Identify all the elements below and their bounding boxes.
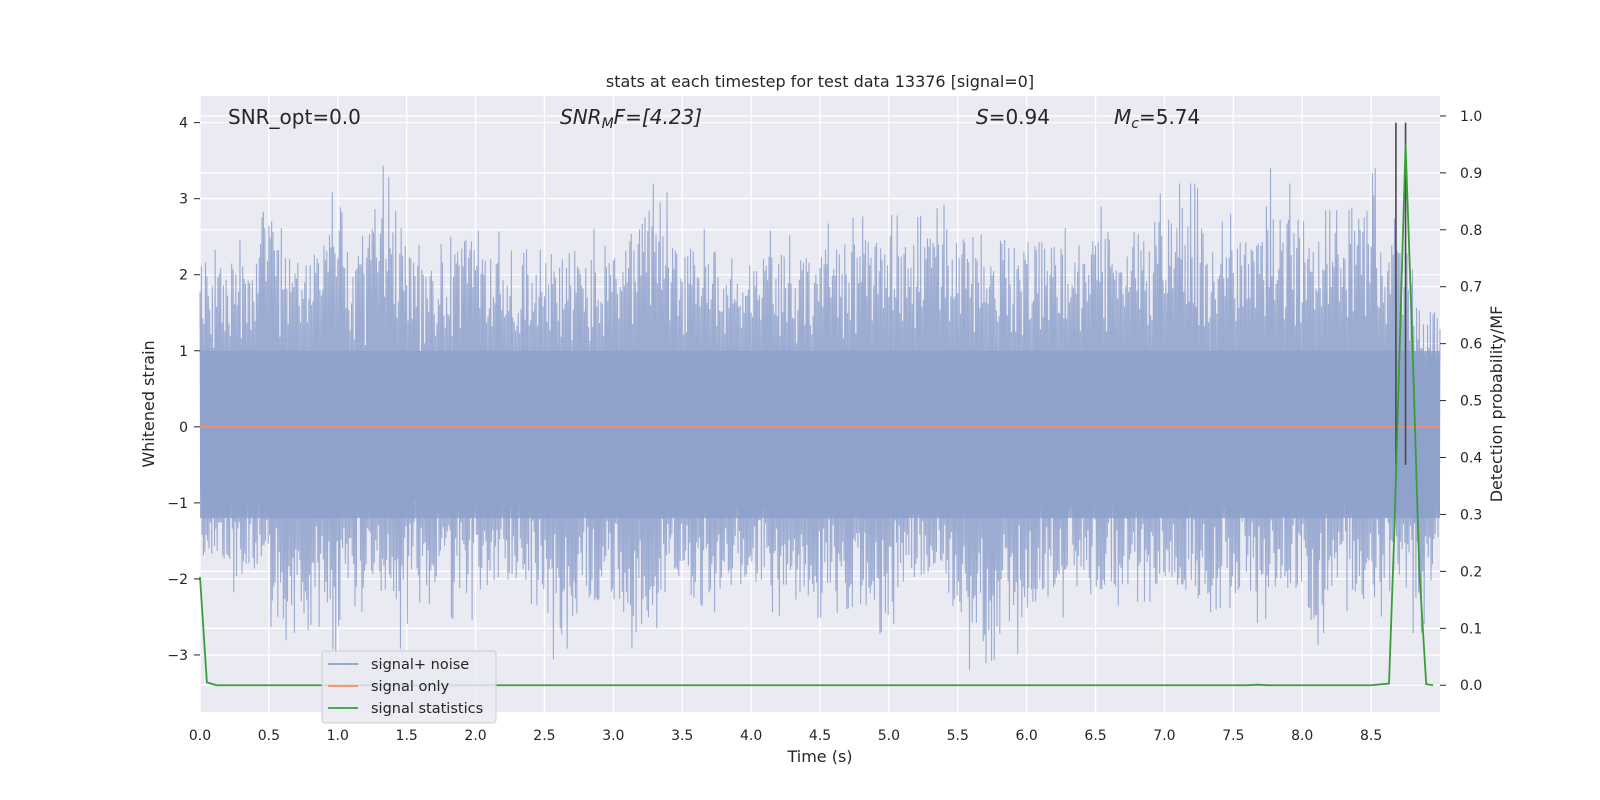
x-tick-label: 3.5 (671, 728, 693, 744)
x-tick-label: 7.0 (1153, 728, 1175, 744)
x-tick-label: 5.0 (878, 728, 900, 744)
x-tick-label: 7.5 (1222, 728, 1244, 744)
left-y-tick-label: −1 (167, 496, 188, 512)
series-signal-noise (199, 165, 1441, 670)
x-tick-label: 0.5 (258, 728, 280, 744)
x-tick-label: 3.0 (602, 728, 624, 744)
x-tick-label: 6.0 (1016, 728, 1038, 744)
x-tick-label: 2.5 (533, 728, 555, 744)
right-y-tick-label: 0.3 (1460, 507, 1482, 523)
left-y-tick-label: 2 (179, 268, 188, 284)
x-tick-label: 1.5 (396, 728, 418, 744)
left-y-axis-label: Whitened strain (139, 340, 158, 467)
x-axis-label: Time (s) (786, 747, 852, 766)
annotation-snr-mf: SNRMF=[4.23] (560, 105, 702, 132)
annotation-mc: Mc=5.74 (1114, 105, 1200, 132)
annotation-s: S=0.94 (976, 105, 1050, 129)
series-signal-noise-line (199, 165, 1441, 670)
right-y-tick-label: 0.6 (1460, 337, 1482, 353)
right-y-tick-label: 0.4 (1460, 451, 1482, 467)
series-signal-statistics (199, 144, 1434, 687)
x-tick-label: 4.0 (740, 728, 762, 744)
x-tick-label: 4.5 (809, 728, 831, 744)
left-y-tick-label: 4 (179, 116, 188, 132)
right-y-axis-label: Detection probability/MF (1487, 306, 1506, 503)
chart-title: stats at each timestep for test data 133… (606, 72, 1034, 91)
left-y-tick-labels: −3 −2 −1 0 1 2 3 4 (167, 116, 200, 664)
x-tick-labels: 0.0 0.5 1.0 1.5 2.0 2.5 3.0 3.5 4.0 4.5 5.0 5.5 6.0 6… (189, 728, 1382, 744)
right-y-tick-label: 0.5 (1460, 394, 1482, 410)
x-tick-label: 0.0 (189, 728, 211, 744)
left-y-tick-label: −3 (167, 648, 188, 664)
left-y-tick-label: 0 (179, 420, 188, 436)
right-y-tick-label: 1.0 (1460, 109, 1482, 125)
series-signal-statistics-line (199, 144, 1434, 687)
detection-vlines (1395, 122, 1407, 465)
right-y-tick-label: 0.8 (1460, 223, 1482, 239)
right-y-tick-label: 0.7 (1460, 280, 1482, 296)
x-tick-label: 8.0 (1291, 728, 1313, 744)
x-tick-label: 5.5 (947, 728, 969, 744)
right-y-tick-label: 0.2 (1460, 564, 1482, 580)
legend-box (321, 650, 497, 724)
right-y-tick-label: 0.1 (1460, 621, 1482, 637)
left-y-tick-label: 1 (179, 344, 188, 360)
x-tick-label: 6.5 (1084, 728, 1106, 744)
legend: signal+ noise signal only signal statist… (321, 650, 497, 724)
x-tick-label: 8.5 (1360, 728, 1382, 744)
right-y-tick-label: 0.0 (1460, 678, 1482, 694)
x-tick-label: 2.0 (464, 728, 486, 744)
right-y-tick-labels: 0.0 0.1 0.2 0.3 0.4 0.5 0.6 0.7 0.8 0.9 1.0 (1440, 109, 1482, 694)
x-tick-label: 1.0 (327, 728, 349, 744)
right-y-tick-label: 0.9 (1460, 166, 1482, 182)
legend-label-signal-only: signal only (371, 679, 450, 695)
left-y-tick-label: −2 (167, 572, 188, 588)
legend-label-signal-statistics: signal statistics (371, 701, 483, 717)
annotation-snr-opt: SNR_opt=0.0 (228, 105, 361, 129)
legend-label-signal-noise: signal+ noise (371, 657, 469, 673)
left-y-tick-label: 3 (179, 192, 188, 208)
series-signal-noise-band (200, 350, 1440, 519)
